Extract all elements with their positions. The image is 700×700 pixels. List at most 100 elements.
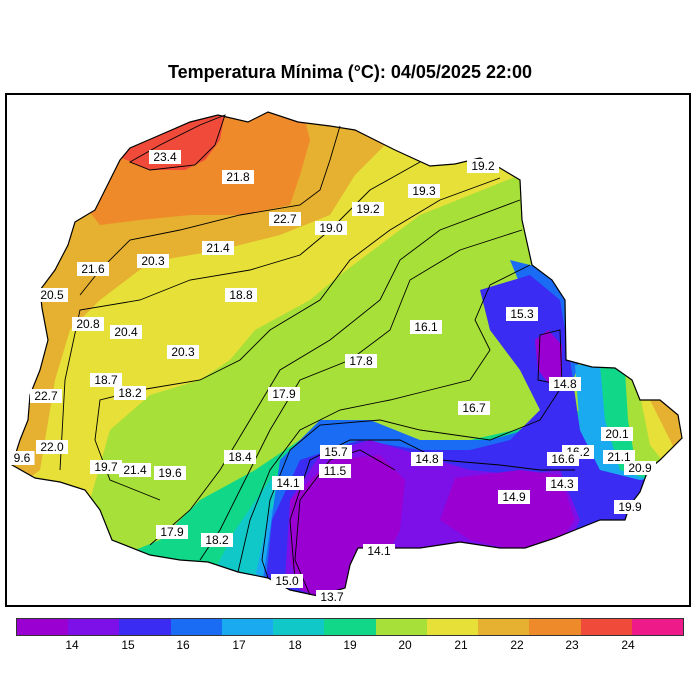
svg-text:20.3: 20.3 — [141, 254, 165, 268]
value-label: 19.2 — [467, 159, 499, 173]
svg-text:15.0: 15.0 — [275, 574, 299, 588]
svg-text:21.8: 21.8 — [226, 170, 250, 184]
svg-text:16.6: 16.6 — [551, 452, 575, 466]
value-label: 18.4 — [224, 450, 256, 464]
legend-swatch — [221, 619, 274, 635]
value-label: 21.1 — [603, 450, 635, 464]
legend-swatch — [375, 619, 427, 635]
value-label: 9.6 — [9, 451, 35, 465]
value-label: 23.4 — [149, 150, 181, 164]
value-label: 21.6 — [77, 262, 109, 276]
svg-text:23.4: 23.4 — [153, 150, 177, 164]
legend-tick-label: 15 — [121, 638, 135, 652]
value-label: 22.7 — [269, 212, 301, 226]
legend-tick-label: 21 — [454, 638, 468, 652]
value-label: 21.8 — [222, 170, 254, 184]
svg-text:13.7: 13.7 — [320, 590, 344, 604]
svg-text:16.7: 16.7 — [462, 401, 486, 415]
svg-text:22.7: 22.7 — [273, 212, 297, 226]
value-label: 11.5 — [319, 464, 351, 478]
svg-text:15.3: 15.3 — [510, 307, 534, 321]
value-label: 15.3 — [506, 307, 538, 321]
zone-13-14-east — [440, 470, 575, 548]
legend-swatch — [273, 619, 325, 635]
value-label: 16.1 — [410, 320, 442, 334]
svg-text:20.4: 20.4 — [114, 325, 138, 339]
legend-swatch — [68, 619, 120, 635]
legend-swatch — [170, 619, 222, 635]
value-label: 19.7 — [90, 460, 122, 474]
svg-text:14.8: 14.8 — [415, 452, 439, 466]
svg-text:15.7: 15.7 — [324, 445, 348, 459]
value-label: 20.9 — [624, 461, 656, 475]
svg-text:18.7: 18.7 — [94, 373, 118, 387]
value-label: 14.9 — [498, 490, 530, 504]
legend-swatch — [529, 619, 581, 635]
value-label: 19.3 — [408, 184, 440, 198]
legend-tick-label: 20 — [398, 638, 412, 652]
value-labels: 23.4 21.8 19.2 19.3 19.2 22.7 19.0 21.4 21.6 20.3… — [9, 150, 656, 604]
svg-text:14.3: 14.3 — [550, 477, 574, 491]
value-label: 19.9 — [614, 500, 646, 514]
value-label: 14.1 — [363, 544, 395, 558]
svg-text:19.2: 19.2 — [471, 159, 495, 173]
value-label: 16.7 — [458, 401, 490, 415]
svg-text:19.3: 19.3 — [412, 184, 436, 198]
value-label: 20.3 — [137, 254, 169, 268]
legend-swatch — [17, 619, 69, 635]
value-label: 18.8 — [225, 288, 257, 302]
value-label: 19.6 — [154, 466, 186, 480]
value-label: 21.4 — [119, 463, 151, 477]
color-scale-ticks: 14 15 16 17 18 19 20 21 22 23 24 — [0, 636, 700, 666]
value-label: 14.8 — [549, 377, 581, 391]
svg-text:17.9: 17.9 — [272, 387, 296, 401]
legend-tick-label: 16 — [176, 638, 190, 652]
zone-coast-orange — [650, 400, 682, 460]
svg-text:21.4: 21.4 — [123, 463, 147, 477]
svg-text:17.8: 17.8 — [349, 354, 373, 368]
legend-tick-label: 18 — [288, 638, 302, 652]
legend-tick-label: 19 — [343, 638, 357, 652]
svg-text:21.4: 21.4 — [206, 241, 230, 255]
svg-text:14.8: 14.8 — [553, 377, 577, 391]
value-label: 22.0 — [36, 440, 68, 454]
value-label: 22.7 — [30, 389, 62, 403]
svg-text:19.2: 19.2 — [356, 202, 380, 216]
value-label: 20.1 — [601, 427, 633, 441]
map-title: Temperatura Mínima (°C): 04/05/2025 22:0… — [167, 62, 533, 82]
svg-text:20.9: 20.9 — [628, 461, 652, 475]
svg-text:18.2: 18.2 — [118, 386, 142, 400]
value-label: 18.7 — [90, 373, 122, 387]
legend-tick-label: 22 — [510, 638, 524, 652]
svg-text:11.5: 11.5 — [324, 464, 347, 478]
value-label: 15.7 — [320, 445, 352, 459]
value-label: 13.7 — [316, 590, 348, 604]
legend-swatch — [324, 619, 376, 635]
value-label: 14.8 — [411, 452, 443, 466]
value-label: 15.0 — [271, 574, 303, 588]
value-label: 19.2 — [352, 202, 384, 216]
svg-text:19.7: 19.7 — [94, 460, 118, 474]
svg-text:18.4: 18.4 — [228, 450, 252, 464]
value-label: 14.1 — [272, 476, 304, 490]
legend-swatch — [631, 619, 684, 635]
svg-text:14.1: 14.1 — [367, 544, 391, 558]
svg-text:14.1: 14.1 — [276, 476, 300, 490]
svg-text:19.9: 19.9 — [618, 500, 642, 514]
value-label: 21.4 — [202, 241, 234, 255]
svg-text:19.6: 19.6 — [158, 466, 182, 480]
svg-text:9.6: 9.6 — [14, 451, 31, 465]
legend-tick-label: 14 — [65, 638, 79, 652]
color-scale — [16, 618, 684, 636]
value-label: 17.8 — [345, 354, 377, 368]
svg-text:18.8: 18.8 — [229, 288, 253, 302]
value-label: 17.9 — [268, 387, 300, 401]
svg-text:22.0: 22.0 — [40, 440, 64, 454]
legend-swatch — [119, 619, 171, 635]
svg-text:20.1: 20.1 — [605, 427, 629, 441]
value-label: 14.3 — [546, 477, 578, 491]
value-label: 18.2 — [201, 533, 233, 547]
svg-text:20.8: 20.8 — [76, 317, 100, 331]
value-label: 20.4 — [110, 325, 142, 339]
